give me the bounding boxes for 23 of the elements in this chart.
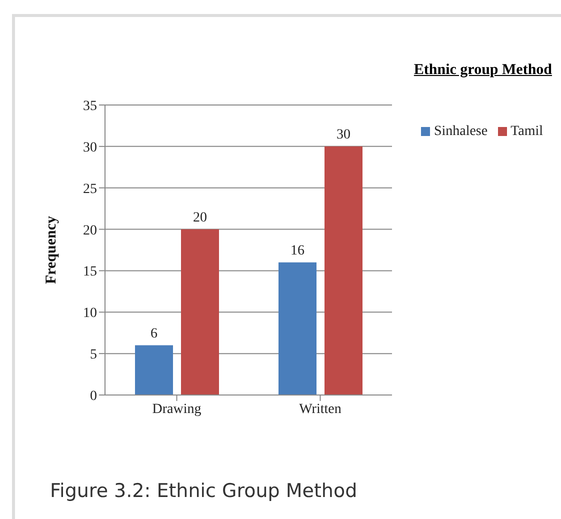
y-tick-label: 35 [83,98,97,114]
y-tick-label: 5 [90,348,97,363]
y-tick-label: 30 [83,140,97,156]
bar [324,146,362,395]
data-label: 30 [336,127,350,142]
y-tick-label: 10 [83,306,97,322]
legend-label: Tamil [510,124,544,139]
data-label: 20 [193,210,207,226]
data-label: 6 [150,326,158,342]
legend-label: Sinhalese [434,124,488,139]
bar [181,229,219,395]
y-tick-label: 15 [83,264,97,280]
text: Ethnic group Method [414,62,552,79]
bar [278,262,316,395]
x-tick-label: Written [299,402,342,417]
y-axis-title: Frequency [43,215,60,284]
bar [135,345,173,395]
data-label: 16 [290,243,304,258]
x-tick-label: Drawing [152,402,202,417]
y-tick-label: 0 [90,388,97,404]
caption: Figure 3.2: Ethnic Group Method [50,480,358,502]
y-tick-label: 25 [83,182,97,197]
y-tick-label: 20 [83,223,97,238]
